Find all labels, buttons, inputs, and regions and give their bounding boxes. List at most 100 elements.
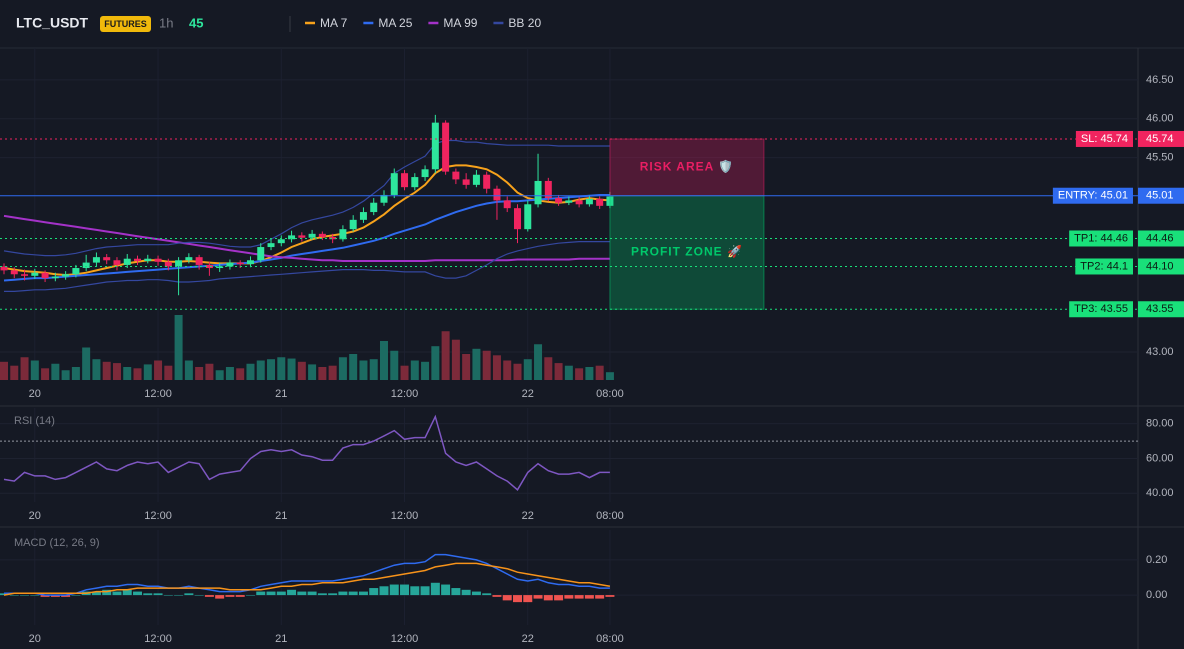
badge: FUTURES: [104, 19, 147, 29]
candle-body: [164, 261, 172, 267]
candle-body: [380, 194, 388, 203]
indicator-line: [3, 562, 611, 596]
volume-bar: [564, 365, 573, 380]
volume-bar: [297, 361, 306, 380]
axis-badge: [1138, 187, 1184, 204]
candle-body: [0, 266, 8, 271]
histogram-bar: [513, 595, 522, 603]
histogram-bar: [0, 593, 9, 596]
candle-body: [370, 202, 378, 213]
volume-bar: [246, 363, 255, 380]
level-label: TP1: 44.46: [1074, 232, 1128, 244]
candle-body: [236, 262, 244, 265]
indicator-line: [4, 553, 610, 596]
histogram-bar: [225, 595, 235, 597]
volume-bar: [369, 359, 378, 380]
histogram-bar: [9, 595, 19, 596]
volume-bar: [51, 363, 60, 380]
axis-level-label: 45.74: [1146, 133, 1174, 145]
histogram-bar: [595, 595, 605, 599]
legend-label: MA 99: [443, 16, 477, 30]
bb-upper: [3, 139, 610, 257]
candle-body: [175, 260, 183, 267]
x-tick-label: 12:00: [144, 633, 172, 645]
histogram-bar: [163, 595, 173, 596]
histogram-bar: [245, 595, 255, 596]
histogram-bar: [543, 595, 553, 601]
level-badge: [1052, 187, 1133, 204]
candle-body: [10, 270, 18, 275]
bb-lower: [4, 241, 610, 292]
histogram-bar: [174, 595, 184, 596]
histogram-bar: [348, 591, 358, 596]
y-tick-label: 0.20: [1146, 554, 1167, 566]
candle-body: [257, 247, 265, 261]
histogram-bar: [338, 591, 348, 596]
histogram-bar: [204, 595, 214, 597]
candle-body: [298, 235, 306, 238]
histogram-bar: [20, 595, 30, 596]
x-tick-label: 08:00: [596, 633, 624, 645]
candle-body: [544, 180, 552, 199]
histogram-bar: [102, 589, 112, 596]
candle-body: [82, 262, 90, 269]
volume-bar: [277, 357, 286, 380]
y-tick-label: 45.50: [1146, 152, 1174, 164]
candle-body: [31, 272, 39, 276]
candle-body: [349, 219, 357, 230]
legend-label: MA 25: [378, 16, 412, 30]
volume-bar: [379, 341, 388, 380]
histogram-bar: [30, 595, 40, 596]
histogram-bar: [143, 593, 153, 596]
volume-bar: [267, 359, 276, 380]
candle-body: [524, 204, 532, 230]
zone-label: RISK AREA 🛡️: [640, 160, 734, 174]
volume-bar: [410, 360, 419, 380]
histogram-bar: [194, 595, 204, 596]
histogram-bar: [605, 595, 615, 597]
candle-body: [62, 274, 70, 277]
volume-bar: [503, 360, 512, 380]
histogram-bar: [441, 584, 451, 596]
candle-body: [472, 174, 480, 185]
volume-bar: [0, 361, 8, 380]
histogram-bar: [389, 584, 399, 596]
volume-bar: [205, 363, 214, 380]
volume-bar: [195, 367, 204, 380]
histogram-bar: [430, 582, 440, 596]
x-tick-label: 21: [275, 633, 287, 645]
candle-body: [514, 208, 521, 230]
candle-body: [103, 257, 111, 261]
candle-body: [411, 177, 419, 188]
candle-body: [154, 258, 162, 262]
volume-bar: [41, 368, 50, 380]
x-tick-label: 22: [522, 510, 534, 522]
volume-bar: [575, 368, 584, 380]
y-tick-label: 40.00: [1146, 487, 1174, 499]
candle-body: [359, 212, 367, 220]
candle-body: [267, 243, 275, 248]
histogram-bar: [91, 591, 101, 596]
histogram-bar: [328, 593, 338, 596]
histogram-bar: [317, 593, 327, 596]
axis-level-label: 44.46: [1146, 232, 1174, 244]
histogram-bar: [502, 595, 512, 601]
volume-bar: [61, 370, 70, 380]
axis-badge: [1138, 258, 1184, 275]
zone-label: PROFIT ZONE 🚀: [631, 245, 743, 259]
candle-body: [339, 229, 347, 240]
candle-body: [431, 122, 439, 170]
volume-bar: [523, 359, 532, 380]
histogram-bar: [307, 591, 317, 596]
candle-body: [205, 264, 213, 269]
volume-bar: [92, 359, 101, 380]
candle-body: [144, 258, 152, 262]
x-tick-label: 20: [29, 510, 41, 522]
x-tick-label: 20: [29, 388, 41, 400]
level-badge: [1069, 230, 1133, 247]
candle-body: [21, 274, 29, 276]
candle-body: [123, 258, 131, 265]
volume-bar: [431, 346, 440, 380]
histogram-bar: [523, 595, 533, 603]
histogram-bar: [554, 595, 564, 601]
